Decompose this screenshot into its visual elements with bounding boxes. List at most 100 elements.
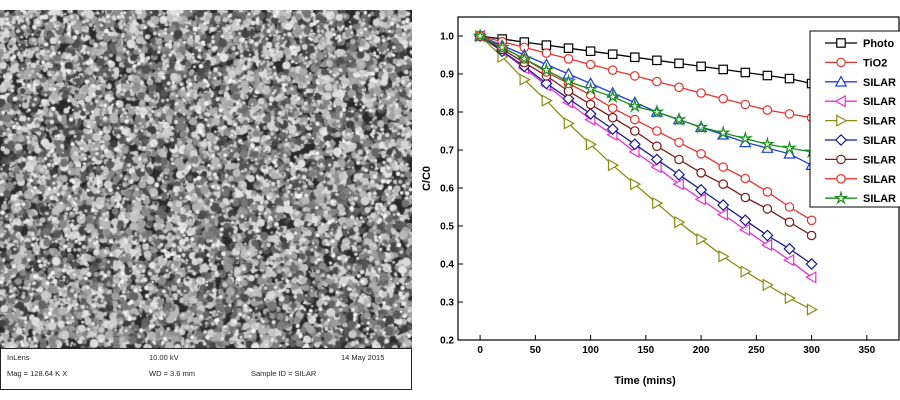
- series-line: [479, 35, 812, 278]
- y-tick-label: 0.5: [440, 222, 454, 233]
- data-point: [627, 98, 643, 113]
- legend-marker: [834, 133, 848, 147]
- series-line: [479, 35, 812, 119]
- data-point: [762, 187, 773, 197]
- data-point: [582, 81, 599, 96]
- legend-entry: Photo: [825, 38, 894, 50]
- data-point: [781, 140, 798, 155]
- x-tick-label: 0: [477, 345, 483, 356]
- series-line: [480, 35, 812, 85]
- y-tick-label: 1.0: [440, 32, 454, 43]
- data-point: [652, 126, 662, 136]
- data-point: [783, 242, 796, 255]
- data-point: [585, 46, 596, 56]
- data-point: [740, 173, 751, 184]
- data-point: [718, 250, 730, 263]
- legend-marker: [836, 174, 846, 184]
- data-point: [783, 253, 795, 267]
- data-point: [718, 179, 728, 189]
- series-line: [479, 35, 812, 153]
- data-point: [516, 50, 532, 66]
- series-line: [479, 35, 812, 311]
- data-point: [541, 48, 552, 58]
- data-point: [585, 99, 596, 110]
- data-point: [717, 199, 730, 212]
- data-point: [585, 138, 598, 151]
- data-point: [740, 67, 751, 78]
- sem-info-bar: InLens Mag = 128.64 K X 10.00 kV WD = 3.…: [0, 348, 412, 390]
- data-point: [674, 215, 686, 229]
- sem-micrograph-image: [0, 10, 412, 348]
- data-point: [541, 40, 552, 50]
- sem-magnification-label: Mag = 128.64 K X: [7, 369, 68, 378]
- data-point: [652, 55, 662, 66]
- x-axis-title: Time (mins): [614, 375, 676, 387]
- data-point: [650, 153, 663, 166]
- data-point: [784, 291, 796, 305]
- sem-working-distance-label: WD = 3.6 mm: [149, 369, 196, 378]
- legend-label: TiO2: [863, 57, 887, 69]
- series-line: [479, 35, 812, 237]
- series-8: [472, 27, 820, 159]
- legend-entry: TiO2: [825, 57, 887, 69]
- data-point: [541, 94, 553, 107]
- data-point: [674, 82, 684, 93]
- data-point: [540, 77, 553, 90]
- data-point: [759, 136, 776, 151]
- data-point: [519, 73, 531, 86]
- data-point: [740, 192, 751, 203]
- data-point: [494, 39, 510, 54]
- series-line: [479, 35, 812, 265]
- data-point: [671, 111, 687, 127]
- sem-sample-id-label: Sample ID = SILAR: [251, 369, 317, 378]
- data-point: [696, 88, 706, 98]
- legend-marker: [836, 38, 846, 48]
- data-point: [563, 53, 574, 64]
- data-point: [784, 202, 795, 212]
- legend-label: Photo: [863, 38, 894, 50]
- data-point: [784, 217, 795, 227]
- data-point: [718, 93, 728, 104]
- sem-detector-label: InLens: [7, 353, 30, 362]
- data-point: [560, 73, 577, 89]
- data-point: [538, 62, 555, 77]
- data-point: [762, 278, 774, 292]
- data-point: [607, 158, 620, 172]
- legend-marker: [834, 75, 848, 87]
- data-point: [672, 168, 686, 181]
- x-tick-label: 200: [693, 345, 710, 356]
- legend-entry: SILAR: [825, 174, 896, 186]
- data-point: [607, 112, 618, 123]
- y-tick-label: 0.9: [440, 70, 454, 81]
- data-point: [607, 65, 618, 75]
- x-tick-label: 50: [530, 345, 542, 356]
- sem-date-label: 14 May 2015: [341, 353, 385, 362]
- data-point: [740, 265, 752, 278]
- legend-entry: SILAR: [825, 75, 896, 89]
- legend-marker: [834, 94, 846, 108]
- legend-marker: [833, 190, 849, 205]
- series-4: [475, 29, 819, 316]
- data-point: [607, 49, 618, 60]
- legend-label: SILAR: [863, 174, 896, 186]
- data-point: [739, 214, 752, 227]
- y-axis-title: C/C0: [421, 166, 433, 191]
- data-point: [693, 119, 709, 134]
- data-point: [674, 154, 684, 165]
- series-line: [479, 35, 812, 221]
- chart-svg: 0 50 100 150 200 250 300 350 0.2 0.3 0.4 0.5 0.6 0.7 0…: [421, 16, 900, 387]
- data-point: [718, 64, 728, 75]
- sem-voltage-label: 10.00 kV: [149, 353, 179, 362]
- data-point: [738, 223, 751, 237]
- data-point: [696, 149, 706, 159]
- data-point: [784, 73, 795, 84]
- data-point: [694, 193, 706, 206]
- data-point: [605, 88, 621, 104]
- y-tick-label: 0.4: [440, 260, 454, 271]
- legend-marker: [836, 154, 846, 165]
- data-point: [672, 177, 684, 191]
- data-point: [630, 71, 640, 81]
- data-point: [762, 204, 773, 214]
- y-tick-label: 0.2: [440, 336, 454, 347]
- data-point: [715, 124, 731, 140]
